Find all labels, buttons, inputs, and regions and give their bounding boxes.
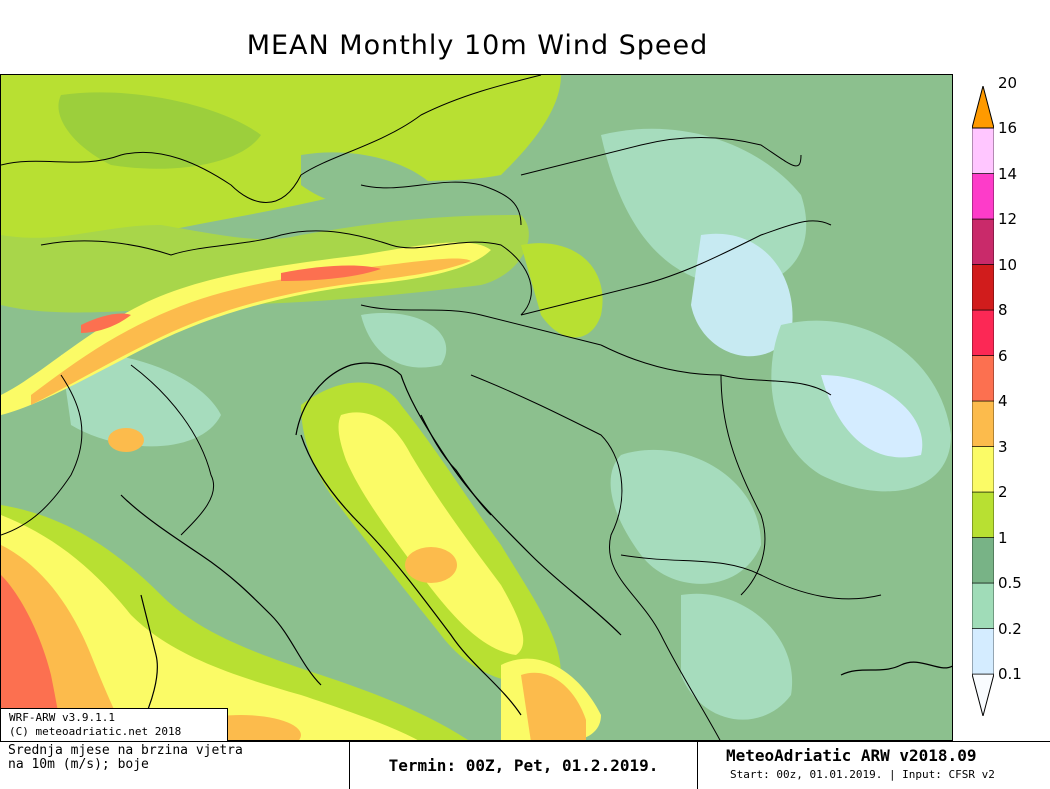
coastlines — [120, 362, 952, 726]
scale-swatch — [971, 400, 995, 447]
color-scale-bar — [971, 84, 995, 718]
very-strong-wind-zone — [31, 258, 471, 405]
moderate-wind-zone — [58, 92, 261, 169]
map-title: MEAN Monthly 10m Wind Speed — [246, 30, 709, 61]
light-wind-zone — [61, 353, 221, 447]
gale-wind-zone — [281, 265, 381, 281]
footer-bar: Srednja mjese na brzina vjetra na 10m (m… — [0, 741, 1050, 789]
scale-swatch — [971, 127, 995, 174]
model-info-box: WRF-ARW v3.9.1.1 (C) meteoadriatic.net 2… — [0, 708, 228, 742]
scale-swatch — [971, 355, 995, 402]
scale-tick-label: 4 — [998, 392, 1008, 410]
very-light-wind-zone — [691, 233, 793, 357]
scale-tick-label: 14 — [998, 164, 1018, 183]
scale-swatch — [971, 309, 995, 356]
very-strong-wind-zone — [108, 428, 144, 452]
scale-tick-label: 0.2 — [998, 619, 1022, 638]
scale-swatch — [971, 537, 995, 584]
gale-wind-zone — [81, 313, 131, 333]
country-borders — [1, 75, 882, 740]
strong-wind-zone — [338, 412, 524, 655]
footer-description: Srednja mjese na brzina vjetra na 10m (m… — [0, 742, 350, 789]
scale-min-arrow — [971, 673, 995, 718]
scale-swatch — [971, 218, 995, 265]
footer-brand: MeteoAdriatic ARW v2018.09 Start: 00z, 0… — [698, 742, 1050, 789]
map-canvas — [1, 75, 952, 740]
scale-tick-label: 3 — [998, 437, 1008, 456]
run-info: Start: 00z, 01.01.2019. | Input: CFSR v2 — [730, 768, 995, 781]
very-strong-wind-zone — [521, 672, 586, 740]
scale-swatch — [971, 173, 995, 220]
scale-tick-label: 10 — [998, 255, 1018, 274]
light-wind-zone — [681, 593, 793, 720]
description-line-1: Srednja mjese na brzina vjetra — [8, 743, 243, 758]
scale-tick-label: 16 — [998, 119, 1018, 137]
scale-swatch — [971, 628, 995, 675]
moderate-wind-zone — [1, 215, 529, 313]
scale-tick-label: 8 — [998, 301, 1008, 319]
forecast-term: Termin: 00Z, Pet, 01.2.2019. — [350, 742, 698, 789]
very-strong-wind-zone — [405, 547, 457, 583]
land-base-wind-zone — [301, 152, 441, 209]
color-scale-svg — [971, 84, 995, 718]
scale-swatch — [971, 582, 995, 629]
copyright-text: (C) meteoadriatic.net 2018 — [9, 725, 182, 738]
light-wind-zone — [361, 313, 447, 368]
brand-name: MeteoAdriatic ARW v2018.09 — [726, 746, 977, 765]
moderate-wind-zone — [521, 243, 603, 338]
strong-wind-zone — [1, 515, 418, 740]
scale-tick-label: 20 — [998, 73, 1018, 92]
scale-tick-label: 6 — [998, 346, 1008, 365]
scale-tick-label: 0.5 — [998, 574, 1022, 592]
model-version: WRF-ARW v3.9.1.1 — [9, 711, 115, 724]
wind-speed-map — [0, 74, 953, 741]
scale-tick-label: 1 — [998, 528, 1008, 547]
light-wind-zone — [610, 449, 761, 584]
scale-swatch — [971, 491, 995, 538]
scale-swatch — [971, 446, 995, 493]
scale-tick-label: 2 — [998, 483, 1008, 501]
scale-swatch — [971, 264, 995, 311]
gale-wind-zone — [1, 575, 63, 740]
description-line-2: na 10m (m/s); boje — [8, 757, 149, 772]
scale-tick-label: 0.1 — [998, 665, 1022, 683]
very-light-wind-zone — [821, 375, 923, 458]
scale-max-arrow — [971, 84, 995, 129]
scale-tick-label: 12 — [998, 210, 1018, 228]
